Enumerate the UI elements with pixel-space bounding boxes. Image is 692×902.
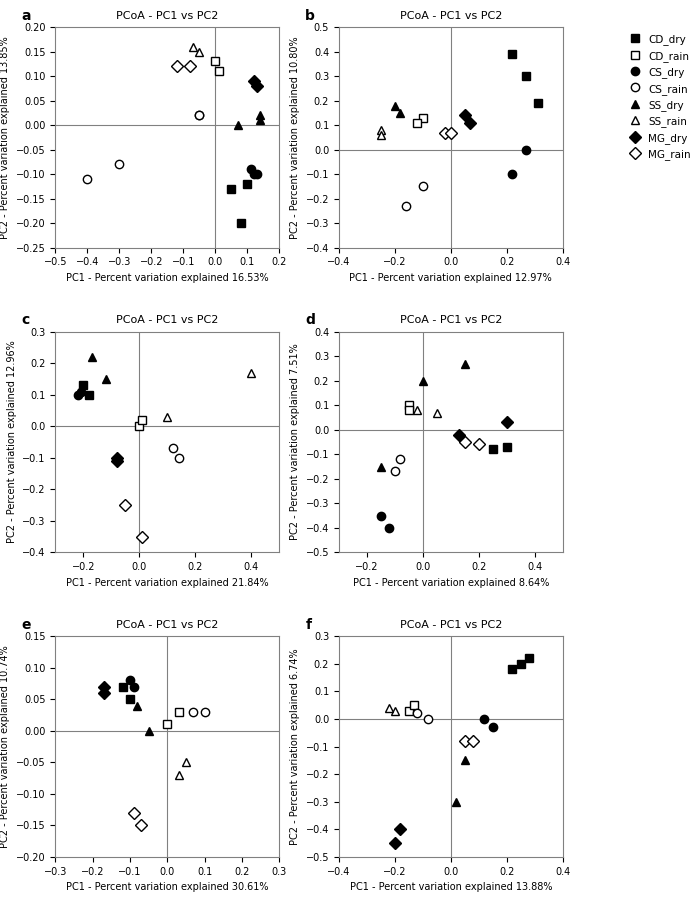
Y-axis label: PC2 - Percent variation explained 10.74%: PC2 - Percent variation explained 10.74% [1,645,10,848]
Y-axis label: PC2 - Percent variation explained 12.96%: PC2 - Percent variation explained 12.96% [7,341,17,543]
Title: PCoA - PC1 vs PC2: PCoA - PC1 vs PC2 [116,316,219,326]
Text: e: e [21,618,31,631]
Text: d: d [305,313,315,327]
X-axis label: PC1 - Percent variation explained 21.84%: PC1 - Percent variation explained 21.84% [66,577,268,587]
X-axis label: PC1 - Percent variation explained 16.53%: PC1 - Percent variation explained 16.53% [66,273,268,283]
Title: PCoA - PC1 vs PC2: PCoA - PC1 vs PC2 [116,620,219,630]
Text: f: f [305,618,311,631]
Text: b: b [305,9,315,23]
Title: PCoA - PC1 vs PC2: PCoA - PC1 vs PC2 [400,316,502,326]
Text: c: c [21,313,30,327]
Y-axis label: PC2 - Percent variation explained 13.85%: PC2 - Percent variation explained 13.85% [0,36,10,239]
Title: PCoA - PC1 vs PC2: PCoA - PC1 vs PC2 [400,11,502,21]
Y-axis label: PC2 - Percent variation explained 6.74%: PC2 - Percent variation explained 6.74% [290,649,300,845]
X-axis label: PC1 - Percent variation explained 13.88%: PC1 - Percent variation explained 13.88% [349,882,552,892]
Legend: CD_dry, CD_rain, CS_dry, CS_rain, SS_dry, SS_rain, MG_dry, MG_rain: CD_dry, CD_rain, CS_dry, CS_rain, SS_dry… [628,32,692,162]
Text: a: a [21,9,31,23]
Y-axis label: PC2 - Percent variation explained 7.51%: PC2 - Percent variation explained 7.51% [290,344,300,540]
X-axis label: PC1 - Percent variation explained 12.97%: PC1 - Percent variation explained 12.97% [349,273,552,283]
X-axis label: PC1 - Percent variation explained 30.61%: PC1 - Percent variation explained 30.61% [66,882,268,892]
Title: PCoA - PC1 vs PC2: PCoA - PC1 vs PC2 [116,11,219,21]
X-axis label: PC1 - Percent variation explained 8.64%: PC1 - Percent variation explained 8.64% [353,577,549,587]
Title: PCoA - PC1 vs PC2: PCoA - PC1 vs PC2 [400,620,502,630]
Y-axis label: PC2 - Percent variation explained 10.80%: PC2 - Percent variation explained 10.80% [290,36,300,239]
